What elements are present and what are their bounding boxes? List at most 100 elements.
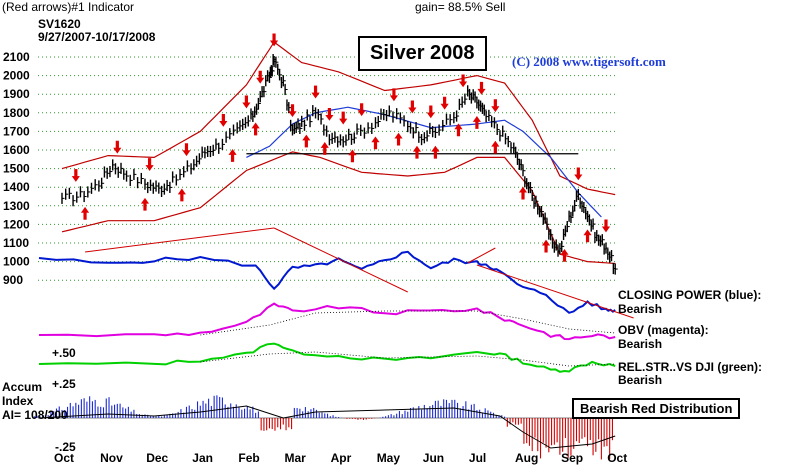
buy-arrow (302, 134, 311, 148)
lower-band-line (61, 151, 616, 265)
sell-arrow (256, 70, 265, 84)
buy-arrow (251, 122, 260, 136)
accum-line (38, 405, 616, 449)
closing-power-line (38, 250, 616, 314)
obv-line (38, 302, 616, 341)
y-tick-label: 1600 (3, 143, 30, 157)
cp-trendline-up (84, 227, 275, 253)
x-tick-label: Aug (515, 451, 538, 465)
closing-power-label: CLOSING POWER (blue): (618, 288, 762, 302)
sell-arrow (601, 219, 611, 233)
sell-arrow (269, 33, 279, 47)
y-tick-label: 1100 (3, 236, 29, 250)
sell-arrow (242, 95, 251, 109)
sell-arrow (491, 99, 500, 113)
sell-arrow (288, 104, 297, 118)
y-tick-label: 1500 (3, 162, 30, 176)
relstr-state: Bearish (618, 373, 663, 387)
sell-arrow (389, 88, 398, 102)
sell-arrow (440, 96, 449, 110)
buy-arrow (518, 186, 528, 200)
x-tick-label: Jan (192, 451, 213, 465)
x-tick-label: Oct (607, 451, 627, 465)
accum-minus25: -.25 (55, 440, 76, 454)
buy-arrow (454, 123, 463, 137)
sell-arrow (113, 140, 122, 154)
obv-ma-line (200, 310, 616, 336)
upper-band-line (61, 41, 616, 196)
buy-arrow (560, 248, 569, 262)
x-tick-label: May (377, 451, 401, 465)
buy-arrow (140, 197, 150, 211)
buy-arrow (320, 142, 329, 155)
x-tick-label: Apr (331, 451, 352, 465)
accum-label-1: Accum (2, 380, 43, 394)
closing-power-state: Bearish (618, 302, 663, 316)
sell-arrow (574, 167, 583, 181)
moving-average-line (246, 106, 602, 218)
x-tick-label: Jun (423, 451, 444, 465)
accum-plus25: +.25 (52, 377, 76, 391)
sell-arrow (311, 85, 320, 99)
x-tick-label: Mar (285, 451, 307, 465)
buy-arrow (228, 149, 237, 162)
sell-arrow (357, 103, 366, 117)
relstr-label: REL.STR..VS DJI (green): (618, 360, 763, 374)
obv-label: OBV (magenta): (618, 323, 709, 337)
buy-arrow (431, 145, 440, 159)
relstr-line (38, 342, 616, 373)
buy-arrow (583, 229, 592, 243)
cp-trendline-late (476, 264, 634, 319)
y-tick-label: 1700 (3, 124, 30, 138)
buy-arrow (348, 149, 357, 163)
buy-arrow (541, 239, 551, 253)
sell-arrow (477, 81, 486, 95)
obv-state: Bearish (618, 337, 663, 351)
y-tick-label: 1000 (3, 255, 30, 269)
copyright-text: (C) 2008 www.tigersoft.com (512, 54, 666, 69)
date-range: 9/27/2007-10/17/2008 (38, 30, 156, 44)
x-tick-label: Dec (146, 451, 168, 465)
y-tick-label: 1300 (3, 199, 30, 213)
buy-arrow (472, 115, 481, 129)
x-tick-label: Oct (54, 451, 74, 465)
sell-arrow (339, 111, 348, 125)
y-tick-label: 1400 (3, 180, 30, 194)
sell-arrow (71, 169, 80, 182)
y-tick-label: 900 (3, 273, 23, 287)
sell-arrow (325, 107, 334, 121)
gain-label: gain= 88.5% Sell (415, 0, 506, 14)
x-tick-label: Nov (100, 451, 123, 465)
sell-arrow (408, 100, 417, 114)
y-tick-label: 2100 (3, 50, 30, 64)
sell-arrow (219, 113, 228, 127)
accum-label-2: Index (2, 394, 34, 408)
x-tick-label: Feb (238, 451, 259, 465)
buy-arrow (394, 132, 403, 146)
buy-arrow (371, 136, 380, 150)
y-tick-label: 1200 (3, 217, 30, 231)
symbol-label: SV1620 (38, 17, 81, 31)
buy-arrow (491, 140, 500, 154)
buy-arrow (412, 145, 422, 159)
accum-plus50: +.50 (52, 346, 76, 360)
relstr-ma-line (200, 351, 616, 367)
buy-arrow (177, 188, 186, 202)
distribution-box: Bearish Red Distribution (572, 398, 741, 419)
sell-arrow (458, 74, 468, 88)
x-tick-label: Jul (469, 451, 486, 465)
y-tick-label: 2000 (3, 69, 30, 83)
x-tick-label: Sep (561, 451, 583, 465)
cp-trendline-short (467, 247, 496, 264)
y-tick-label: 1900 (3, 87, 30, 101)
sell-arrow (426, 105, 435, 119)
y-tick-label: 1800 (3, 106, 30, 120)
buy-arrow (80, 206, 90, 220)
chart-title: Silver 2008 (358, 36, 487, 71)
cp-trendline-down (273, 227, 408, 293)
sell-arrow (182, 143, 191, 157)
sell-arrow (145, 158, 154, 171)
indicator-label: (Red arrows)#1 Indicator (2, 0, 135, 14)
